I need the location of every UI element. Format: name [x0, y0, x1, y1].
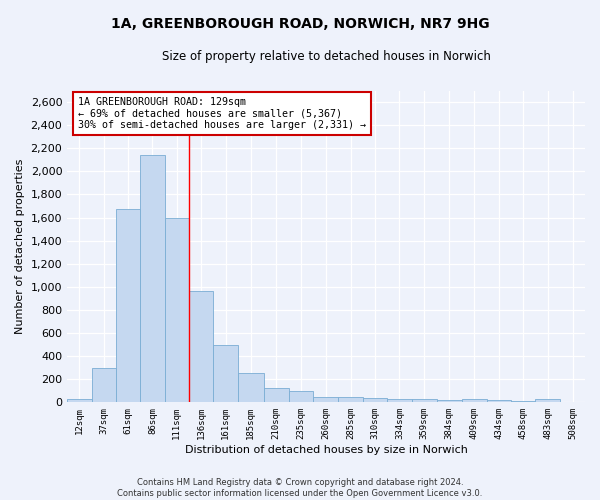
Title: Size of property relative to detached houses in Norwich: Size of property relative to detached ho…: [161, 50, 491, 63]
Text: 1A, GREENBOROUGH ROAD, NORWICH, NR7 9HG: 1A, GREENBOROUGH ROAD, NORWICH, NR7 9HG: [110, 18, 490, 32]
Bar: [511, 401, 535, 402]
Bar: [387, 400, 412, 402]
Bar: [487, 400, 511, 402]
Bar: [116, 210, 140, 402]
Bar: [338, 396, 363, 402]
Bar: [412, 399, 437, 402]
Text: 1A GREENBOROUGH ROAD: 129sqm
← 69% of detached houses are smaller (5,367)
30% of: 1A GREENBOROUGH ROAD: 129sqm ← 69% of de…: [77, 97, 365, 130]
Bar: [140, 155, 164, 402]
Text: Contains HM Land Registry data © Crown copyright and database right 2024.
Contai: Contains HM Land Registry data © Crown c…: [118, 478, 482, 498]
Y-axis label: Number of detached properties: Number of detached properties: [15, 159, 25, 334]
Bar: [437, 400, 461, 402]
Bar: [164, 218, 189, 402]
Bar: [263, 388, 289, 402]
Bar: [189, 292, 214, 403]
Bar: [313, 396, 338, 402]
Bar: [67, 400, 92, 402]
Bar: [214, 344, 238, 403]
Bar: [289, 391, 313, 402]
Bar: [535, 400, 560, 402]
Bar: [92, 368, 116, 402]
Bar: [238, 374, 263, 402]
Bar: [461, 400, 487, 402]
Bar: [363, 398, 387, 402]
X-axis label: Distribution of detached houses by size in Norwich: Distribution of detached houses by size …: [185, 445, 467, 455]
